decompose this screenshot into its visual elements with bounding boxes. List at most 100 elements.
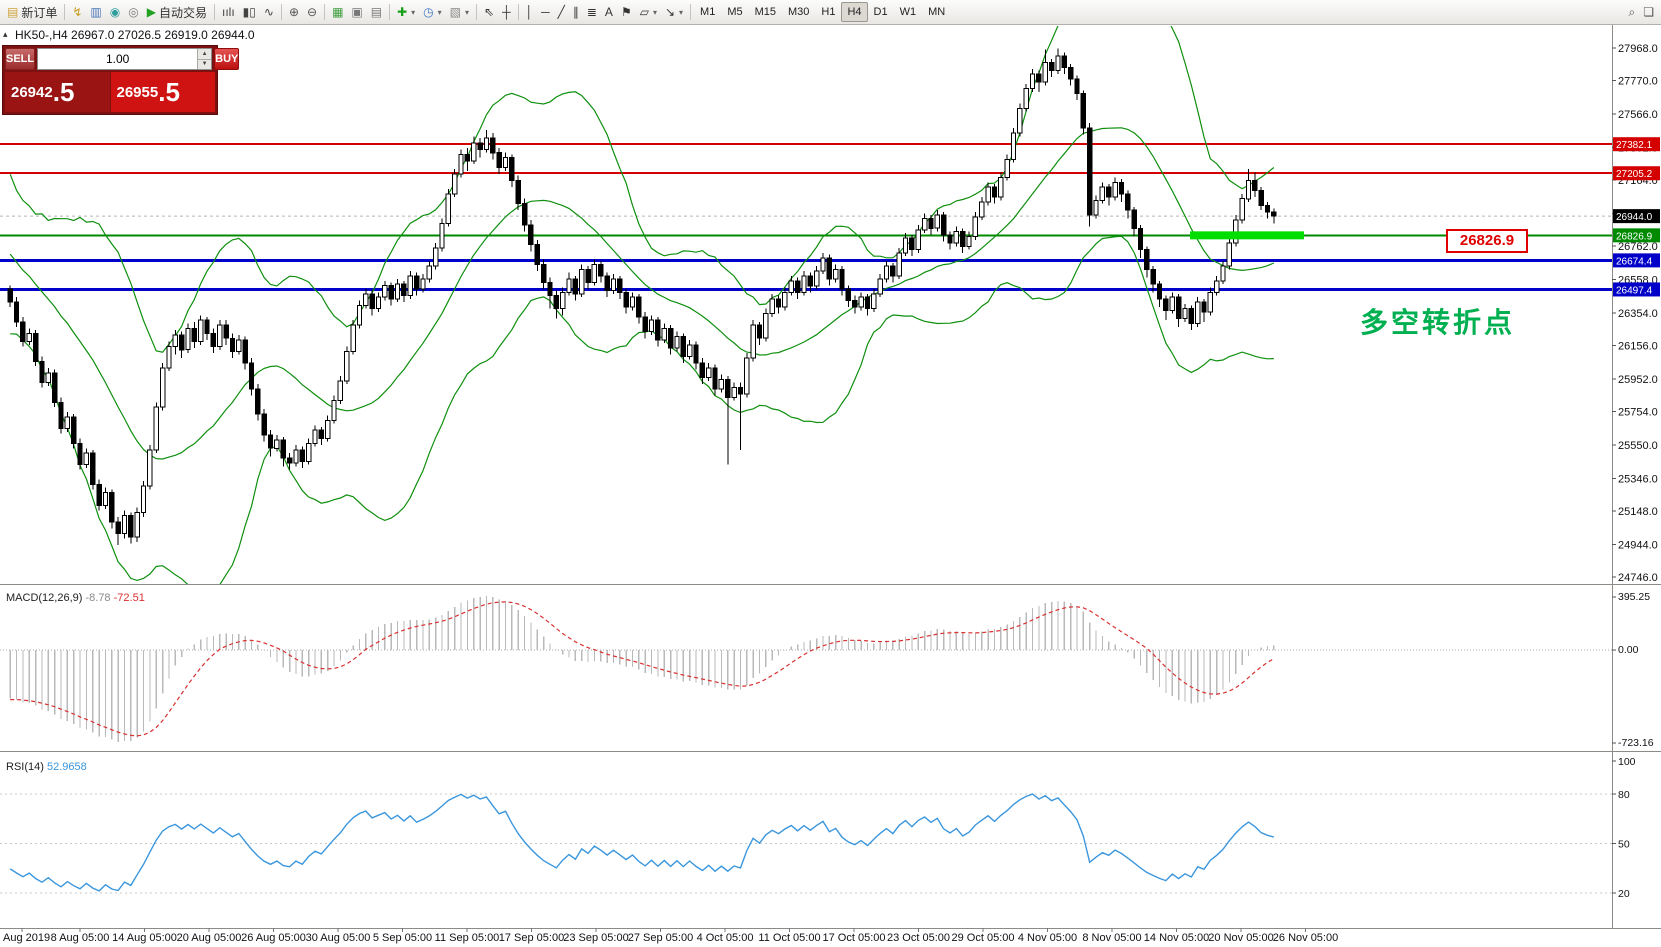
svg-text:395.25: 395.25 xyxy=(1618,591,1650,603)
svg-text:30 Aug 05:00: 30 Aug 05:00 xyxy=(306,932,371,944)
caret-down-icon: ▾ xyxy=(679,7,684,17)
bollinger-upper-band xyxy=(9,26,1275,353)
arrows-tool-icon[interactable]: ↘ ▾ xyxy=(661,2,687,22)
buy-price-frac: .5 xyxy=(158,77,180,107)
buy-price-button[interactable]: 26955 .5 xyxy=(109,72,215,112)
price-axis[interactable]: 27968.027770.027566.027362.027164.026960… xyxy=(1612,25,1658,928)
timeframe-m1-button[interactable]: M1 xyxy=(694,2,721,22)
svg-text:25346.0: 25346.0 xyxy=(1618,473,1658,485)
price-annotation-box[interactable]: 26826.9 xyxy=(1446,229,1528,253)
new-order-button-label: 新订单 xyxy=(21,5,58,20)
timeframe-m15-button[interactable]: M15 xyxy=(749,2,782,22)
timeframe-d1-button[interactable]: D1 xyxy=(868,2,894,22)
buy-price-main: 26955 xyxy=(116,83,159,101)
svg-text:25148.0: 25148.0 xyxy=(1618,506,1658,518)
vertical-line-tool-icon[interactable]: │ xyxy=(522,2,538,22)
sell-price-button[interactable]: 26942 .5 xyxy=(5,72,110,112)
cascade-windows-icon[interactable]: ▣ xyxy=(347,2,366,22)
market-watch-icon[interactable]: ▥ xyxy=(86,2,105,22)
search-icon[interactable]: ⌕ xyxy=(1625,2,1640,22)
svg-text:4 Oct 05:00: 4 Oct 05:00 xyxy=(697,932,754,944)
crosshair-tool-icon[interactable]: ┼ xyxy=(498,2,515,22)
arrange-charts-icon[interactable]: ▤ xyxy=(367,2,386,22)
line-chart-view-icon[interactable]: ∿ xyxy=(260,2,278,22)
svg-text:27 Sep 05:00: 27 Sep 05:00 xyxy=(628,932,693,944)
period-icon[interactable]: ◷ ▾ xyxy=(419,2,446,22)
zoom-in-icon[interactable]: ⊕ xyxy=(285,2,303,22)
svg-text:5 Sep 05:00: 5 Sep 05:00 xyxy=(373,932,432,944)
one-click-panel: SELL ▲ ▼ BUY 26942 .5 26955 .5 xyxy=(2,45,240,115)
new-order-glyph: ▤ xyxy=(7,5,19,19)
volume-up-button[interactable]: ▲ xyxy=(198,49,212,60)
horizontal-line-tool-icon[interactable]: ─ xyxy=(537,2,554,22)
text-tool-icon-glyph: A xyxy=(604,5,613,19)
svg-text:23 Oct 05:00: 23 Oct 05:00 xyxy=(887,932,950,944)
candlestick-view-icon[interactable]: ▮▯ xyxy=(239,2,260,22)
zoom-out-icon[interactable]: ⊖ xyxy=(303,2,321,22)
new-order-button[interactable]: ▤ 新订单 xyxy=(3,2,61,22)
svg-text:0.00: 0.00 xyxy=(1618,644,1639,656)
arrange-charts-icon-glyph: ▤ xyxy=(370,5,383,19)
bollinger-middle-band xyxy=(9,127,1275,460)
highlight-trend-segment[interactable] xyxy=(1190,231,1304,240)
time-axis[interactable]: Aug 2019 8 Aug 05:00 14 Aug 05:00 20 Aug 05… xyxy=(0,928,1661,944)
price-axis-tags: 27382.1 27205.2 26826.9 26674.4 26497.4 26944… xyxy=(1613,137,1660,297)
toolbar-separator xyxy=(690,4,692,20)
volume-input[interactable] xyxy=(38,49,198,69)
timeframe-m5-button[interactable]: M5 xyxy=(721,2,748,22)
template-icon-glyph: ▧ xyxy=(449,5,462,19)
timeframe-mn-button[interactable]: MN xyxy=(922,2,951,22)
add-indicator-icon-glyph: ✚ xyxy=(397,5,408,19)
label-tool-icon[interactable]: ⚑ xyxy=(617,2,636,22)
autotrading-button[interactable]: ▶ 自动交易 xyxy=(143,2,211,22)
svg-text:27566.0: 27566.0 xyxy=(1618,109,1658,121)
crosshair-tool-icon-glyph: ┼ xyxy=(502,5,511,19)
timeframe-m30-button[interactable]: M30 xyxy=(782,2,815,22)
indicator-list-icon[interactable]: ↯ xyxy=(68,2,86,22)
window-list-icon[interactable]: ❏ xyxy=(1639,2,1658,22)
channel-tool-icon[interactable]: ∥ xyxy=(569,2,583,22)
shapes-tool-icon[interactable]: ▱ ▾ xyxy=(636,2,661,22)
data-window-icon[interactable]: ◉ xyxy=(106,2,124,22)
bar-chart-view-icon[interactable]: ıılı xyxy=(218,2,239,22)
tile-windows-icon-glyph: ▦ xyxy=(332,5,344,19)
fibonacci-tool-icon[interactable]: ≣ xyxy=(583,2,601,22)
sell-button[interactable]: SELL xyxy=(5,48,36,70)
svg-text:26354.0: 26354.0 xyxy=(1618,308,1658,320)
bar-chart-view-icon-glyph: ıılı xyxy=(221,5,235,19)
volume-spinner: ▲ ▼ xyxy=(197,49,212,69)
trendline-tool-icon[interactable]: ╱ xyxy=(554,2,569,22)
text-tool-icon[interactable]: A xyxy=(601,2,617,22)
volume-down-button[interactable]: ▼ xyxy=(198,59,212,69)
toolbar-separator xyxy=(476,4,478,20)
timeframe-h4-button[interactable]: H4 xyxy=(841,2,868,22)
svg-text:14 Nov 05:00: 14 Nov 05:00 xyxy=(1144,932,1209,944)
arrows-tool-icon-glyph: ↘ xyxy=(664,5,676,19)
template-icon[interactable]: ▧ ▾ xyxy=(446,2,473,22)
tile-windows-icon[interactable]: ▦ xyxy=(328,2,347,22)
buy-button[interactable]: BUY xyxy=(214,48,240,70)
fibonacci-tool-icon-glyph: ≣ xyxy=(586,5,597,19)
svg-text:24746.0: 24746.0 xyxy=(1618,572,1658,584)
svg-text:25754.0: 25754.0 xyxy=(1618,407,1658,419)
toolbar-separator xyxy=(280,4,282,20)
trendline-tool-icon-glyph: ╱ xyxy=(557,5,565,19)
timeframe-m5-button-label: M5 xyxy=(727,6,743,18)
rsi-line xyxy=(9,793,1274,892)
timeframe-h1-button[interactable]: H1 xyxy=(815,2,841,22)
macd-histogram xyxy=(9,596,1275,742)
one-click-collapse-icon[interactable]: ▴ xyxy=(3,29,8,39)
navigator-icon[interactable]: ◎ xyxy=(124,2,142,22)
toolbar-separator xyxy=(389,4,391,20)
svg-text:26 Nov 05:00: 26 Nov 05:00 xyxy=(1273,932,1338,944)
add-indicator-icon[interactable]: ✚ ▾ xyxy=(393,2,419,22)
indicator-list-icon-glyph: ↯ xyxy=(72,5,83,19)
cursor-tool-icon[interactable]: ⇖ xyxy=(480,2,498,22)
timeframe-w1-button[interactable]: W1 xyxy=(894,2,923,22)
svg-text:20: 20 xyxy=(1618,888,1630,900)
turning-point-note[interactable]: 多空转折点 xyxy=(1360,307,1516,338)
navigator-icon-glyph: ◎ xyxy=(128,5,139,19)
sell-button-label: SELL xyxy=(6,53,35,65)
